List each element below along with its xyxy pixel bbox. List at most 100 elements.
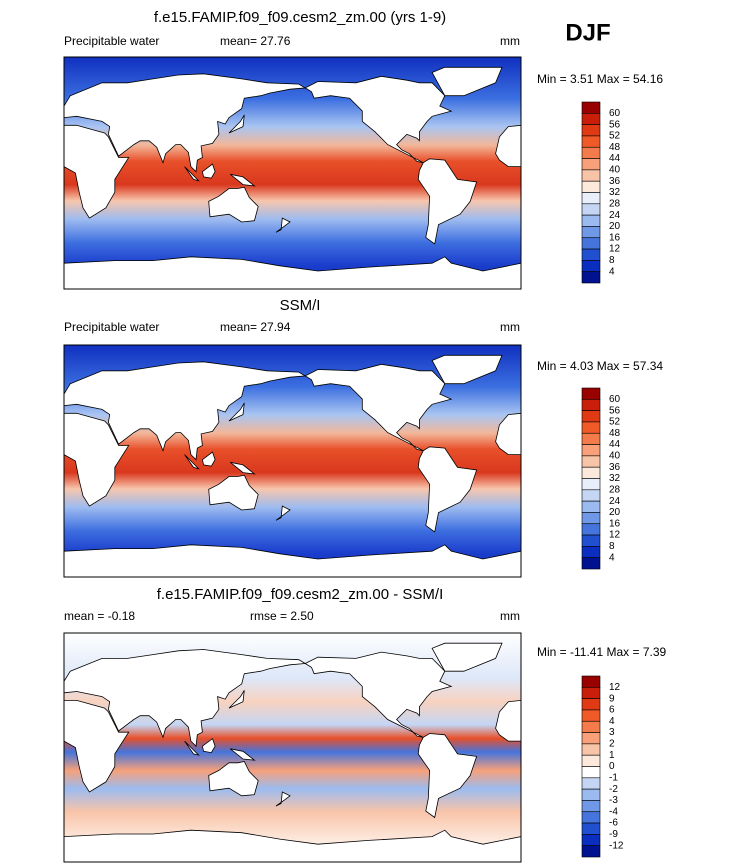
- colorbar-label: 24: [609, 496, 621, 507]
- colorbar-box: [581, 124, 601, 137]
- colorbar-box: [581, 834, 601, 846]
- map-frame: [63, 632, 522, 863]
- colorbar-label: 16: [609, 232, 621, 243]
- colorbar-label: 12: [609, 530, 621, 541]
- colorbar-label: 48: [609, 428, 621, 439]
- min-max-label: Min = 4.03 Max = 57.34: [537, 359, 663, 373]
- colorbar-label: -1: [609, 772, 618, 783]
- panel-left-label: Precipitable water: [64, 320, 159, 334]
- colorbar-box: [581, 546, 601, 558]
- colorbar-box: [581, 432, 601, 445]
- colorbar-box: [581, 811, 601, 824]
- colorbar-box: [581, 788, 601, 801]
- land: [184, 740, 200, 756]
- land: [63, 124, 130, 219]
- panel-units: mm: [500, 320, 520, 334]
- colorbar-label: -2: [609, 784, 618, 795]
- panel-center-label: mean= 27.94: [220, 320, 291, 334]
- colorbar-box: [581, 709, 601, 722]
- colorbar-label: -12: [609, 840, 624, 851]
- colorbar-box: [581, 101, 601, 114]
- land: [275, 217, 291, 233]
- colorbar-label: 52: [609, 131, 621, 142]
- land: [304, 651, 453, 738]
- colorbar-label: -4: [609, 806, 618, 817]
- colorbar-box: [581, 845, 601, 858]
- colorbar-label: 28: [609, 484, 621, 495]
- colorbar-box: [581, 478, 601, 491]
- colorbar-box: [581, 534, 601, 547]
- map: [63, 56, 522, 290]
- colorbar-label: 52: [609, 417, 621, 428]
- map-frame: [63, 56, 522, 290]
- colorbar-label: 44: [609, 153, 621, 164]
- colorbar-box: [581, 822, 601, 835]
- land: [304, 75, 453, 164]
- colorbar-label: 28: [609, 198, 621, 209]
- colorbar-label: 48: [609, 142, 621, 153]
- colorbar-box: [581, 214, 601, 227]
- colorbar-label: 12: [609, 682, 621, 693]
- land: [208, 474, 259, 511]
- land: [63, 700, 130, 793]
- colorbar-label: -9: [609, 829, 618, 840]
- map: [63, 344, 522, 578]
- colorbar-label: 16: [609, 518, 621, 529]
- colorbar-label: 4: [609, 266, 615, 277]
- colorbar-box: [581, 754, 601, 767]
- colorbar-box: [581, 466, 601, 479]
- panel-center-label: rmse = 2.50: [250, 609, 314, 623]
- min-max-label: Min = -11.41 Max = 7.39: [537, 645, 667, 659]
- land: [208, 761, 259, 797]
- colorbar-label: 8: [609, 541, 615, 552]
- land: [63, 73, 307, 173]
- panel-units: mm: [500, 34, 520, 48]
- colorbar-label: 0: [609, 761, 615, 772]
- colorbar-box: [581, 444, 601, 457]
- colorbar-label: 8: [609, 255, 615, 266]
- colorbar-label: 36: [609, 176, 621, 187]
- colorbar-box: [581, 237, 601, 250]
- land: [275, 505, 291, 521]
- land: [304, 363, 453, 452]
- panel-units: mm: [500, 609, 520, 623]
- land: [63, 361, 307, 461]
- colorbar-label: 44: [609, 439, 621, 450]
- land: [228, 114, 245, 134]
- colorbar-label: -6: [609, 818, 618, 829]
- colorbar-box: [581, 523, 601, 536]
- colorbar-label: 24: [609, 210, 621, 221]
- colorbar-box: [581, 169, 601, 182]
- colorbar-box: [581, 180, 601, 193]
- colorbar-label: 32: [609, 473, 621, 484]
- colorbar-label: 2: [609, 739, 615, 750]
- land: [184, 166, 200, 182]
- colorbar-box: [581, 135, 601, 148]
- colorbar-box: [581, 687, 601, 699]
- colorbar-label: 20: [609, 507, 621, 518]
- colorbar-box: [581, 146, 601, 159]
- colorbar-label: 56: [609, 405, 621, 416]
- colorbar-box: [581, 720, 601, 733]
- colorbar-label: 32: [609, 187, 621, 198]
- colorbar-box: [581, 158, 601, 171]
- colorbar-label: 3: [609, 727, 615, 738]
- colorbar-box: [581, 399, 601, 411]
- colorbar-box: [581, 675, 601, 688]
- land: [431, 642, 503, 672]
- colorbar-box: [581, 203, 601, 216]
- colorbar-box: [581, 512, 601, 525]
- colorbar-box: [581, 777, 601, 790]
- land: [431, 354, 503, 385]
- land: [230, 461, 256, 475]
- colorbar-box: [581, 113, 601, 125]
- land: [275, 791, 291, 807]
- colorbar-label: 60: [609, 108, 621, 119]
- land: [230, 748, 256, 761]
- min-max-label: Min = 3.51 Max = 54.16: [537, 72, 663, 86]
- colorbar-label: 4: [609, 552, 615, 563]
- land: [431, 66, 503, 97]
- panel-title: f.e15.FAMIP.f09_f09.cesm2_zm.00 (yrs 1-9…: [154, 9, 446, 26]
- panel-left-label: Precipitable water: [64, 34, 159, 48]
